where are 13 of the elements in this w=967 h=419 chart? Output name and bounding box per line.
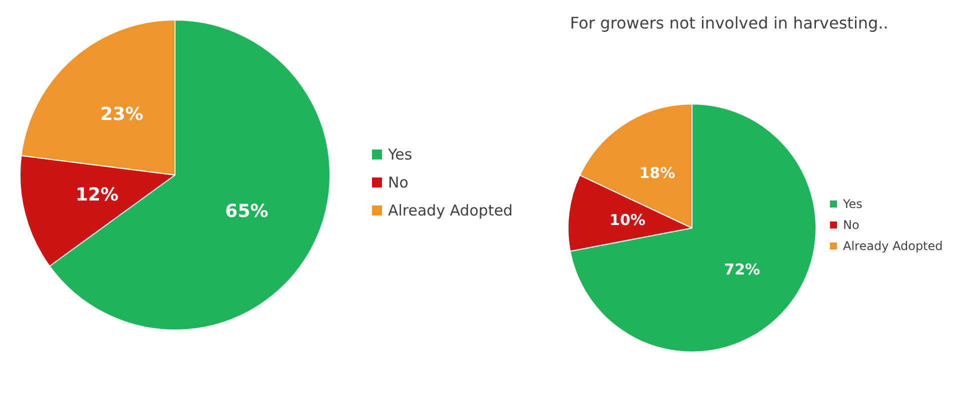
chart-title: For growers not involved in harvesting.. <box>570 14 888 32</box>
data-label: 10% <box>610 210 646 229</box>
data-label: 12% <box>75 184 119 206</box>
data-label: 18% <box>639 164 676 182</box>
data-label: 65% <box>225 201 268 222</box>
data-label: 23% <box>100 104 144 126</box>
legend-label: No <box>843 218 860 232</box>
legend-label: Already Adopted <box>388 202 513 220</box>
legend-label: Already Adopted <box>843 239 943 253</box>
data-label: 72% <box>724 260 760 278</box>
legend-label: No <box>388 174 408 192</box>
legend-label: Yes <box>387 146 412 164</box>
legend-label: Yes <box>842 197 862 211</box>
